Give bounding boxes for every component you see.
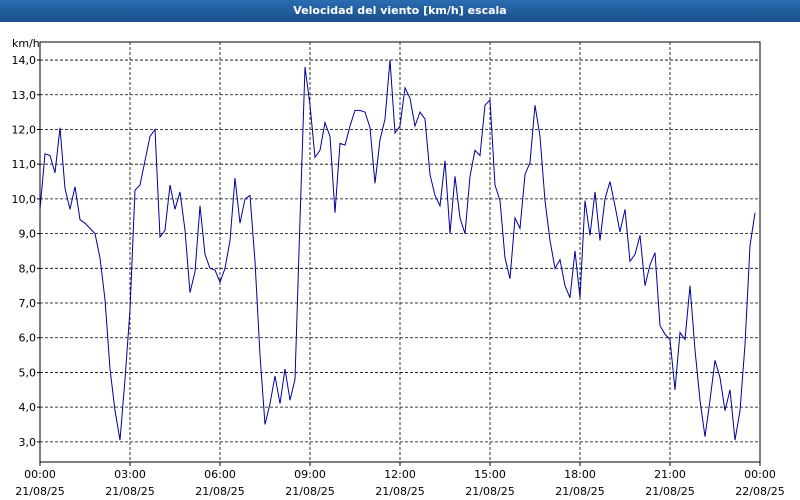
y-tick-label: 7,0	[19, 297, 37, 310]
x-tick-label: 00:00	[744, 468, 776, 481]
y-axis-label: km/h	[12, 37, 40, 50]
x-tick-label: 12:00	[384, 468, 416, 481]
y-tick-label: 10,0	[12, 193, 37, 206]
y-tick-label: 6,0	[19, 332, 37, 345]
x-tick-date: 21/08/25	[285, 485, 334, 498]
x-tick-date: 22/08/25	[735, 485, 784, 498]
data-line	[39, 60, 756, 441]
y-tick-label: 14,0	[12, 54, 37, 67]
x-tick-date: 21/08/25	[555, 485, 604, 498]
y-tick-label: 13,0	[12, 89, 37, 102]
y-tick-label: 4,0	[19, 401, 37, 414]
x-tick-label: 06:00	[204, 468, 236, 481]
x-tick-label: 18:00	[564, 468, 596, 481]
y-tick-label: 5,0	[19, 366, 37, 379]
y-tick-label: 9,0	[19, 228, 37, 241]
x-tick-label: 09:00	[294, 468, 326, 481]
x-tick-date: 21/08/25	[645, 485, 694, 498]
y-tick-label: 8,0	[19, 262, 37, 275]
x-tick-date: 21/08/25	[15, 485, 64, 498]
x-tick-label: 15:00	[474, 468, 506, 481]
x-tick-label: 00:00	[24, 468, 56, 481]
x-tick-date: 21/08/25	[105, 485, 154, 498]
window-title: Velocidad del viento [km/h] escala	[0, 0, 800, 22]
x-tick-date: 21/08/25	[195, 485, 244, 498]
x-tick-date: 21/08/25	[375, 485, 424, 498]
y-tick-label: 3,0	[19, 436, 37, 449]
y-tick-label: 12,0	[12, 123, 37, 136]
x-tick-label: 03:00	[114, 468, 146, 481]
y-tick-label: 11,0	[12, 158, 37, 171]
x-tick-label: 21:00	[654, 468, 686, 481]
x-tick-date: 21/08/25	[465, 485, 514, 498]
